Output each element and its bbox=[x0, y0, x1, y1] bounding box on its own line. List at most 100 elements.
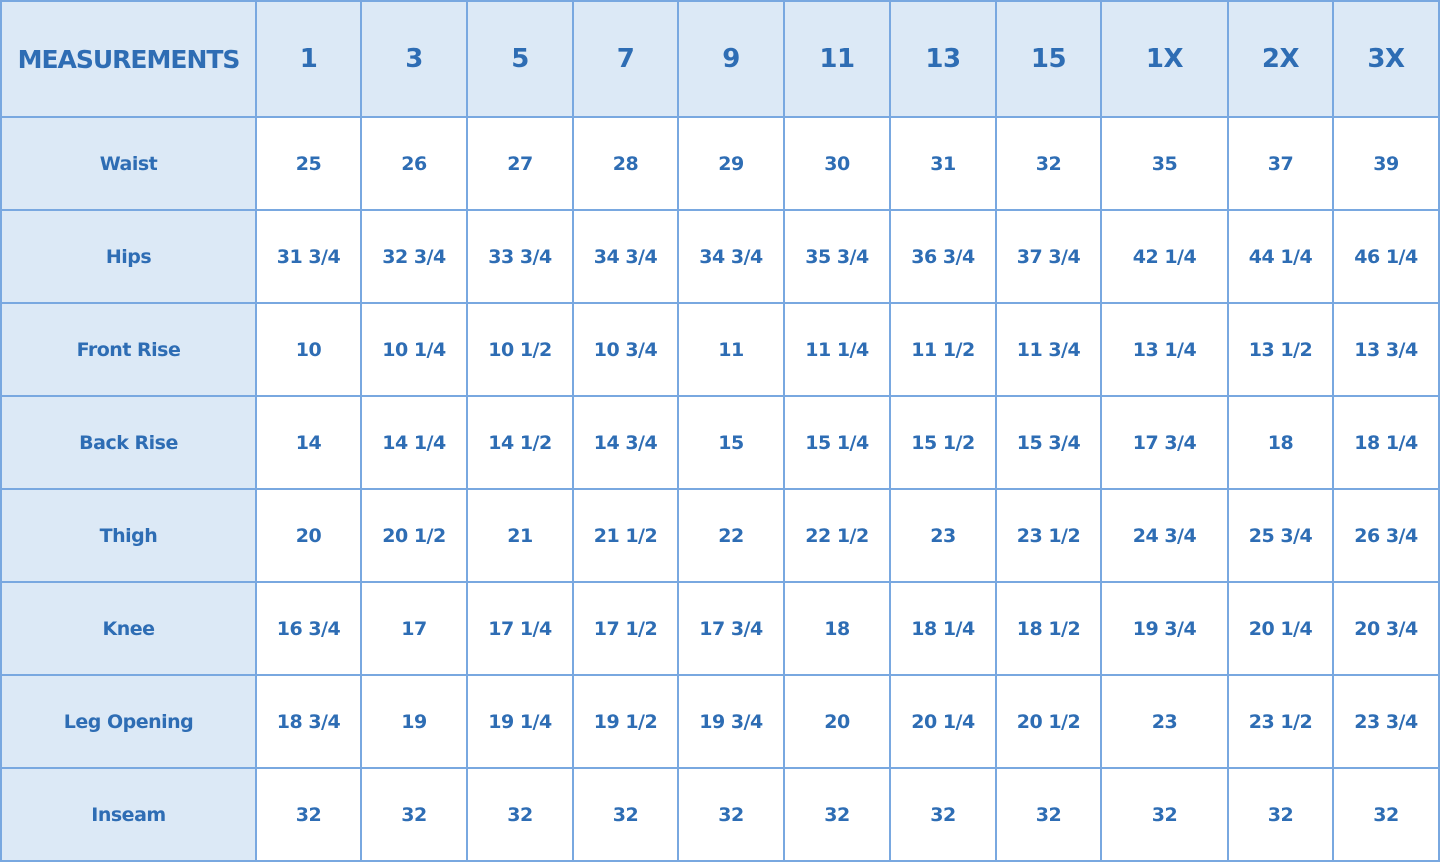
measurement-cell: 20 1/4 bbox=[889, 674, 997, 769]
measurement-cell: 14 bbox=[255, 395, 362, 490]
size-header: 3X bbox=[1332, 0, 1440, 118]
measurement-cell: 18 1/4 bbox=[889, 581, 997, 676]
measurement-cell: 17 1/4 bbox=[466, 581, 574, 676]
row-label: Leg Opening bbox=[0, 674, 257, 769]
measurements-header: MEASUREMENTS bbox=[0, 0, 257, 118]
size-header: 9 bbox=[677, 0, 785, 118]
measurement-cell: 22 1/2 bbox=[783, 488, 891, 583]
table-row: Waist 25 26 27 28 29 30 31 32 35 37 39 bbox=[0, 116, 1440, 211]
measurement-cell: 36 3/4 bbox=[889, 209, 997, 304]
measurement-cell: 16 3/4 bbox=[255, 581, 362, 676]
measurement-cell: 22 bbox=[677, 488, 785, 583]
measurement-cell: 32 bbox=[360, 767, 468, 862]
table-row: Thigh 20 20 1/2 21 21 1/2 22 22 1/2 23 23 1/2 24 … bbox=[0, 488, 1440, 583]
measurement-cell: 35 bbox=[1100, 116, 1229, 211]
measurement-cell: 13 1/4 bbox=[1100, 302, 1229, 397]
measurement-cell: 32 bbox=[783, 767, 891, 862]
measurement-cell: 32 bbox=[1332, 767, 1440, 862]
measurement-cell: 18 1/4 bbox=[1332, 395, 1440, 490]
measurement-cell: 32 bbox=[255, 767, 362, 862]
measurement-cell: 20 bbox=[783, 674, 891, 769]
measurement-cell: 10 bbox=[255, 302, 362, 397]
measurement-cell: 18 3/4 bbox=[255, 674, 362, 769]
measurement-cell: 37 3/4 bbox=[995, 209, 1102, 304]
table-row: Knee 16 3/4 17 17 1/4 17 1/2 17 3/4 18 18 1/4 18… bbox=[0, 581, 1440, 676]
size-header: 3 bbox=[360, 0, 468, 118]
measurement-cell: 42 1/4 bbox=[1100, 209, 1229, 304]
row-label: Front Rise bbox=[0, 302, 257, 397]
size-header: 13 bbox=[889, 0, 997, 118]
measurement-cell: 21 1/2 bbox=[572, 488, 679, 583]
measurement-cell: 19 3/4 bbox=[677, 674, 785, 769]
measurement-cell: 23 1/2 bbox=[1227, 674, 1334, 769]
measurement-cell: 31 bbox=[889, 116, 997, 211]
row-label: Inseam bbox=[0, 767, 257, 862]
measurement-cell: 15 3/4 bbox=[995, 395, 1102, 490]
row-label: Back Rise bbox=[0, 395, 257, 490]
table-body: Waist 25 26 27 28 29 30 31 32 35 37 39 Hips 31 3/4 32 … bbox=[0, 116, 1440, 862]
measurement-cell: 20 1/2 bbox=[360, 488, 468, 583]
measurement-cell: 32 bbox=[995, 767, 1102, 862]
measurement-cell: 28 bbox=[572, 116, 679, 211]
size-header: 2X bbox=[1227, 0, 1334, 118]
measurement-cell: 10 3/4 bbox=[572, 302, 679, 397]
measurement-cell: 26 bbox=[360, 116, 468, 211]
measurement-cell: 23 bbox=[1100, 674, 1229, 769]
table-row: Front Rise 10 10 1/4 10 1/2 10 3/4 11 11 1/4 11… bbox=[0, 302, 1440, 397]
size-header: 1 bbox=[255, 0, 362, 118]
measurement-cell: 31 3/4 bbox=[255, 209, 362, 304]
measurement-cell: 10 1/4 bbox=[360, 302, 468, 397]
measurement-cell: 24 3/4 bbox=[1100, 488, 1229, 583]
measurement-cell: 11 1/2 bbox=[889, 302, 997, 397]
measurement-cell: 29 bbox=[677, 116, 785, 211]
measurement-cell: 25 bbox=[255, 116, 362, 211]
measurement-cell: 20 1/2 bbox=[995, 674, 1102, 769]
measurement-cell: 34 3/4 bbox=[572, 209, 679, 304]
measurement-cell: 17 bbox=[360, 581, 468, 676]
size-header: 15 bbox=[995, 0, 1102, 118]
measurement-cell: 19 3/4 bbox=[1100, 581, 1229, 676]
measurement-cell: 32 3/4 bbox=[360, 209, 468, 304]
measurement-cell: 20 bbox=[255, 488, 362, 583]
measurement-cell: 26 3/4 bbox=[1332, 488, 1440, 583]
measurement-cell: 15 1/4 bbox=[783, 395, 891, 490]
measurement-cell: 11 3/4 bbox=[995, 302, 1102, 397]
measurement-cell: 46 1/4 bbox=[1332, 209, 1440, 304]
row-label: Knee bbox=[0, 581, 257, 676]
measurement-cell: 11 bbox=[677, 302, 785, 397]
measurement-cell: 10 1/2 bbox=[466, 302, 574, 397]
row-label: Hips bbox=[0, 209, 257, 304]
measurement-cell: 39 bbox=[1332, 116, 1440, 211]
measurement-cell: 14 3/4 bbox=[572, 395, 679, 490]
measurement-cell: 15 1/2 bbox=[889, 395, 997, 490]
measurement-cell: 21 bbox=[466, 488, 574, 583]
measurement-cell: 32 bbox=[677, 767, 785, 862]
measurement-cell: 27 bbox=[466, 116, 574, 211]
measurement-cell: 14 1/4 bbox=[360, 395, 468, 490]
measurement-cell: 37 bbox=[1227, 116, 1334, 211]
measurement-cell: 19 1/2 bbox=[572, 674, 679, 769]
measurement-cell: 20 3/4 bbox=[1332, 581, 1440, 676]
measurement-cell: 32 bbox=[1100, 767, 1229, 862]
measurement-cell: 13 1/2 bbox=[1227, 302, 1334, 397]
measurement-cell: 20 1/4 bbox=[1227, 581, 1334, 676]
measurement-cell: 32 bbox=[1227, 767, 1334, 862]
measurement-cell: 23 1/2 bbox=[995, 488, 1102, 583]
measurement-cell: 11 1/4 bbox=[783, 302, 891, 397]
measurement-cell: 30 bbox=[783, 116, 891, 211]
measurement-cell: 18 1/2 bbox=[995, 581, 1102, 676]
measurement-cell: 32 bbox=[889, 767, 997, 862]
measurement-cell: 18 bbox=[783, 581, 891, 676]
header-row: MEASUREMENTS 1 3 5 7 9 11 13 15 1X 2X 3X bbox=[0, 0, 1440, 118]
measurement-cell: 33 3/4 bbox=[466, 209, 574, 304]
measurement-cell: 17 3/4 bbox=[677, 581, 785, 676]
measurement-cell: 18 bbox=[1227, 395, 1334, 490]
measurement-cell: 23 3/4 bbox=[1332, 674, 1440, 769]
table-row: Hips 31 3/4 32 3/4 33 3/4 34 3/4 34 3/4 35 3/4… bbox=[0, 209, 1440, 304]
table-row: Leg Opening 18 3/4 19 19 1/4 19 1/2 19 3/4 20 2… bbox=[0, 674, 1440, 769]
size-header: 11 bbox=[783, 0, 891, 118]
measurement-cell: 35 3/4 bbox=[783, 209, 891, 304]
measurement-cell: 32 bbox=[466, 767, 574, 862]
measurement-cell: 19 1/4 bbox=[466, 674, 574, 769]
